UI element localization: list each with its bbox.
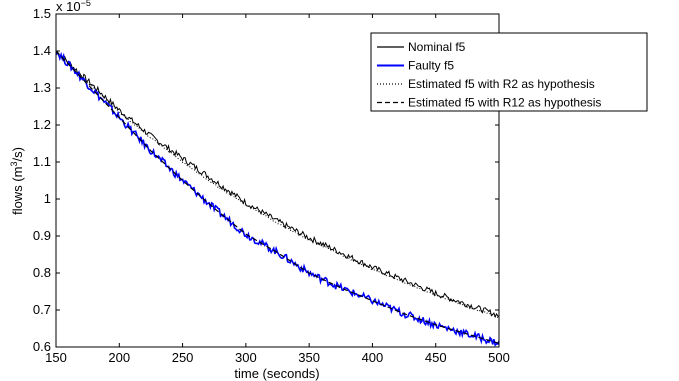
x-tick-label: 250	[172, 350, 194, 365]
y-tick-label: 1.5	[33, 6, 51, 21]
x-axis-title: time (seconds)	[234, 366, 319, 381]
x-tick-label: 400	[362, 350, 384, 365]
legend: Nominal f5 Faulty f5 Estimated f5 with R2 …	[370, 32, 648, 112]
y-multiplier-exp: −5	[81, 0, 91, 8]
y-tick-label: 1.1	[33, 154, 51, 169]
y-tick-label: 1.3	[33, 80, 51, 95]
series-line-3	[55, 50, 500, 344]
ticks-layer: 150 200 250 300 350 400 450 500 0.6 0.7 0.8 0.9 1 1.1…	[33, 6, 510, 365]
x-tick-label: 150	[45, 350, 67, 365]
y-multiplier-base: x 10	[56, 0, 81, 14]
y-tick-label: 0.9	[33, 228, 51, 243]
x-tick-label: 350	[298, 350, 320, 365]
y-multiplier: x 10−5	[56, 0, 91, 14]
series-line-0	[55, 50, 500, 319]
y-axis-title: flows (m3/s)	[9, 147, 25, 215]
y-tick-label: 1.4	[33, 43, 51, 58]
y-axis-title-post: /s)	[10, 147, 25, 161]
x-tick-label: 200	[108, 350, 130, 365]
x-tick-label: 450	[425, 350, 447, 365]
legend-label: Nominal f5	[408, 40, 466, 54]
y-tick-label: 0.6	[33, 339, 51, 354]
legend-box	[370, 32, 648, 112]
y-axis-title-pre: flows (m	[10, 167, 25, 215]
x-tick-label: 300	[235, 350, 257, 365]
legend-label: Faulty f5	[408, 59, 454, 73]
y-tick-label: 0.7	[33, 302, 51, 317]
y-tick-label: 1.2	[33, 117, 51, 132]
y-tick-label: 1	[44, 191, 51, 206]
y-tick-label: 0.8	[33, 265, 51, 280]
x-tick-label: 500	[488, 350, 510, 365]
y-axis-title-sup: 3	[9, 162, 19, 167]
series-layer	[55, 50, 500, 347]
legend-label: Estimated f5 with R2 as hypothesis	[408, 77, 595, 91]
legend-items: Nominal f5 Faulty f5 Estimated f5 with R2 …	[377, 40, 601, 110]
legend-label: Estimated f5 with R12 as hypothesis	[408, 96, 601, 110]
plot-frame	[55, 13, 500, 348]
